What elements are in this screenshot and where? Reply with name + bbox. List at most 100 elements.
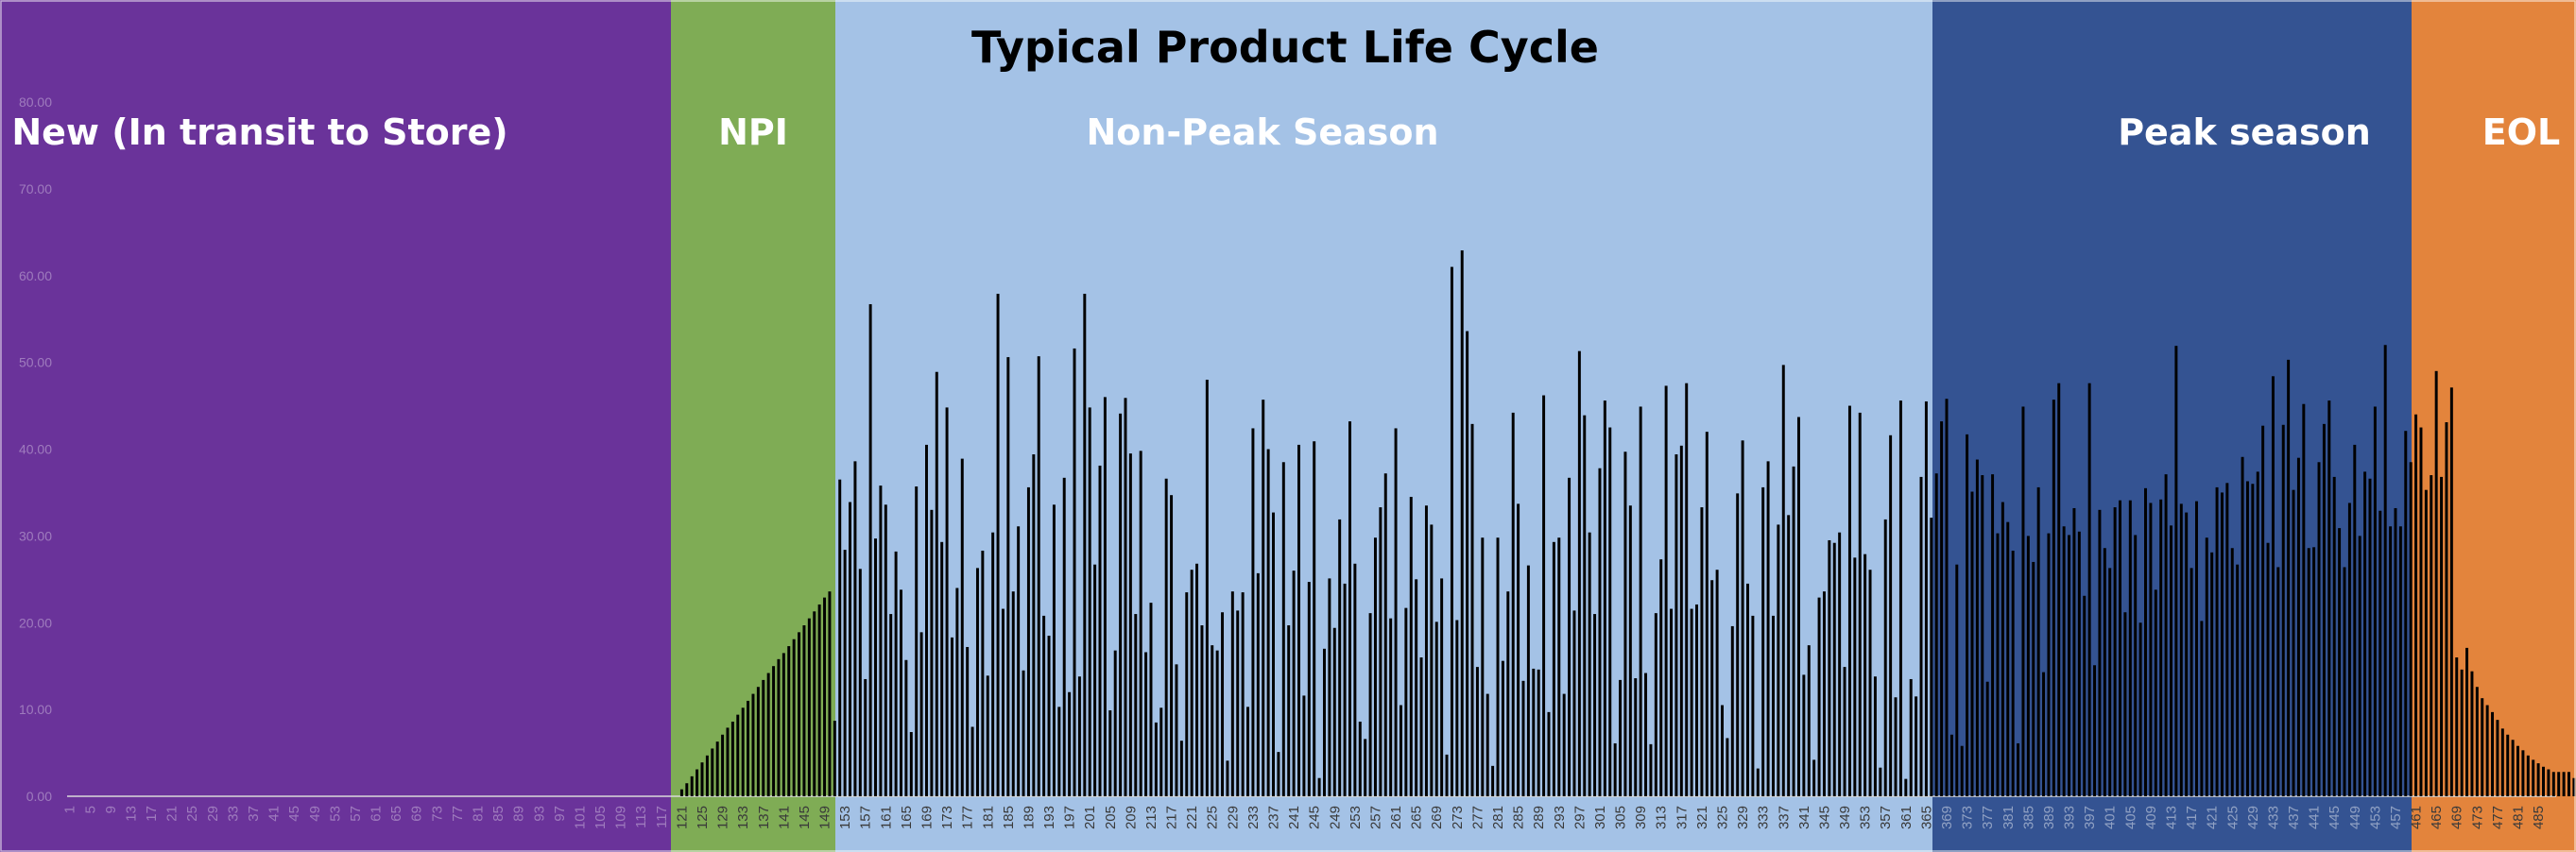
bar	[1266, 449, 1270, 796]
bar	[1924, 400, 1928, 796]
x-tick-label: 281	[1490, 806, 1506, 829]
bar	[1226, 760, 1229, 796]
bar	[1328, 578, 1331, 796]
bar	[1639, 406, 1642, 796]
phase-band	[2412, 0, 2576, 852]
bar	[1879, 767, 1882, 796]
bar	[721, 734, 725, 796]
bar	[1001, 608, 1005, 796]
y-tick-label: 70.00	[19, 181, 52, 196]
phase-label: Non-Peak Season	[1086, 111, 1438, 153]
bar	[1026, 486, 1030, 796]
bar	[2430, 475, 2433, 796]
bar	[1124, 398, 1127, 796]
bar	[868, 304, 872, 796]
bar	[1644, 673, 1648, 796]
x-tick-label: 441	[2307, 806, 2323, 829]
bar	[2001, 502, 2004, 796]
bar	[2241, 456, 2244, 796]
x-tick-label: 133	[735, 806, 751, 829]
bar	[986, 675, 989, 796]
bar	[1297, 444, 1300, 796]
x-tick-label: 193	[1041, 806, 1057, 829]
bar	[2353, 444, 2357, 796]
bar	[1455, 620, 1459, 796]
x-tick-label: 217	[1164, 806, 1180, 829]
bar	[1915, 696, 1918, 796]
bar	[1491, 765, 1495, 796]
bar	[1190, 570, 1194, 796]
x-tick-label: 365	[1918, 806, 1934, 829]
bar	[2149, 503, 2153, 796]
bar	[1991, 474, 1995, 796]
bar	[1919, 476, 1923, 796]
x-tick-label: 101	[573, 806, 589, 829]
bar	[1970, 491, 1974, 796]
bar	[833, 721, 836, 796]
bar	[2389, 526, 2393, 796]
bar	[1511, 412, 1515, 796]
bar	[915, 486, 919, 796]
bar	[960, 458, 964, 796]
bar	[2562, 772, 2566, 796]
bar	[1695, 604, 1698, 796]
bar	[1761, 486, 1765, 796]
bar	[1501, 660, 1504, 796]
bar	[1532, 668, 1536, 796]
bar	[2338, 528, 2342, 796]
bar	[1262, 400, 1265, 796]
bar	[1466, 331, 1469, 796]
x-tick-label: 409	[2143, 806, 2159, 829]
bar	[2302, 403, 2306, 796]
bar	[1460, 250, 1464, 796]
x-tick-label: 393	[2062, 806, 2078, 829]
x-tick-label: 317	[1674, 806, 1690, 829]
bar	[1985, 681, 1989, 796]
x-tick-label: 37	[246, 806, 262, 822]
x-tick-label: 229	[1225, 806, 1241, 829]
bar	[1292, 571, 1296, 797]
bar	[2215, 486, 2219, 796]
phase-label: EOL	[2482, 111, 2560, 153]
bar	[1542, 395, 1546, 796]
x-tick-label: 253	[1348, 806, 1364, 829]
bar	[1389, 618, 1393, 796]
x-tick-label: 41	[266, 806, 283, 822]
bar	[736, 714, 740, 796]
x-tick-label: 245	[1307, 806, 1323, 829]
bar	[1450, 266, 1453, 796]
bar	[2414, 414, 2418, 796]
bar	[781, 653, 785, 796]
bar	[2236, 564, 2240, 796]
bar	[2032, 561, 2035, 796]
x-tick-label: 457	[2388, 806, 2404, 829]
bar	[1364, 739, 1367, 796]
bar	[1068, 691, 1072, 796]
bar	[2072, 507, 2076, 796]
x-tick-label: 141	[776, 806, 792, 829]
bar	[2379, 510, 2382, 796]
x-tick-label: 69	[409, 806, 425, 822]
x-tick-label: 469	[2449, 806, 2465, 829]
bar	[2317, 462, 2321, 796]
bar	[1211, 645, 1214, 796]
bar	[1966, 434, 1969, 796]
bar	[715, 741, 719, 796]
x-tick-label: 153	[837, 806, 853, 829]
bar	[2128, 500, 2132, 796]
bar	[1496, 537, 1500, 796]
x-tick-label: 285	[1511, 806, 1527, 829]
bar	[1619, 679, 1623, 796]
x-tick-label: 9	[103, 806, 119, 813]
x-tick-label: 397	[2082, 806, 2098, 829]
x-tick-label: 425	[2224, 806, 2241, 829]
bar	[1517, 503, 1520, 796]
x-tick-label: 313	[1654, 806, 1670, 829]
bar	[1562, 693, 1566, 796]
bar	[1185, 592, 1189, 796]
bar	[2251, 484, 2255, 796]
bar	[2398, 526, 2402, 796]
bar	[2052, 400, 2055, 796]
bar	[1674, 454, 1678, 796]
